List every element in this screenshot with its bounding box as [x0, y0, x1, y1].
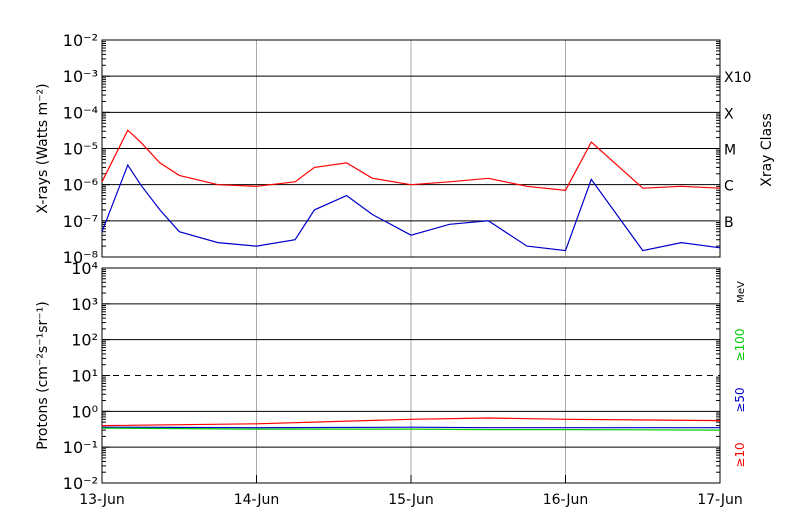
xray-panel: 10⁻⁸ 10⁻⁷ 10⁻⁶ 10⁻⁵ 10⁻⁴ 10⁻³ 10⁻² X-rays (Watt… — [35, 31, 775, 267]
y-tick-label: 10⁻² — [63, 474, 98, 493]
y-tick-label: 10⁻⁴ — [63, 103, 98, 122]
xray-class-label: X10 — [724, 70, 751, 86]
y-tick-label: 10⁻⁸ — [63, 248, 98, 267]
x-tick-label: 17-Jun — [697, 492, 743, 508]
y-tick-label: 10⁻⁷ — [63, 212, 98, 231]
y-axis-label: Protons (cm⁻²s⁻¹sr⁻¹) — [35, 301, 51, 450]
x-tick-label: 14-Jun — [234, 492, 280, 508]
proton-panel: 10⁻² 10⁻¹ 10⁰ 10¹ 10² 10³ 10⁴ Protons (cm⁻²s⁻¹s… — [35, 259, 747, 493]
y-tick-label: 10³ — [71, 295, 98, 314]
series-line — [101, 163, 721, 252]
x-tick-label: 16-Jun — [543, 492, 589, 508]
time-axis: 13-Jun 14-Jun 15-Jun 16-Jun 17-Jun — [79, 475, 743, 508]
series-line — [101, 129, 721, 191]
y-tick-label: 10⁻² — [63, 31, 98, 50]
xray-class-label: M — [724, 143, 736, 159]
y-tick-label: 10² — [71, 331, 98, 350]
legend-entry: ≥50 — [733, 387, 747, 412]
x-tick-label: 13-Jun — [79, 492, 125, 508]
y-tick-label: 10⁰ — [71, 402, 98, 421]
series-line — [101, 426, 720, 429]
energy-unit-label: MeV — [736, 281, 747, 303]
y-tick-label: 10⁻¹ — [63, 438, 98, 457]
legend-entry: ≥100 — [733, 329, 747, 362]
y-tick-label: 10⁻⁶ — [63, 176, 98, 195]
xray-class-label: C — [724, 179, 734, 195]
legend-entry: ≥10 — [733, 442, 747, 467]
panel-frame — [101, 39, 721, 258]
series-line — [101, 417, 721, 427]
y-tick-label: 10⁻⁵ — [63, 140, 98, 159]
series-line — [101, 427, 721, 431]
y-tick-label: 10⁻³ — [63, 67, 98, 86]
y-tick-label: 10⁴ — [71, 259, 98, 278]
y-axis-label: X-rays (Watts m⁻²) — [35, 83, 51, 213]
x-tick-label: 15-Jun — [388, 492, 434, 508]
y-tick-label: 10¹ — [71, 367, 98, 386]
xray-class-axis-label: Xray Class — [759, 113, 775, 187]
xray-class-label: B — [724, 215, 734, 231]
xray-class-label: X — [724, 106, 734, 122]
